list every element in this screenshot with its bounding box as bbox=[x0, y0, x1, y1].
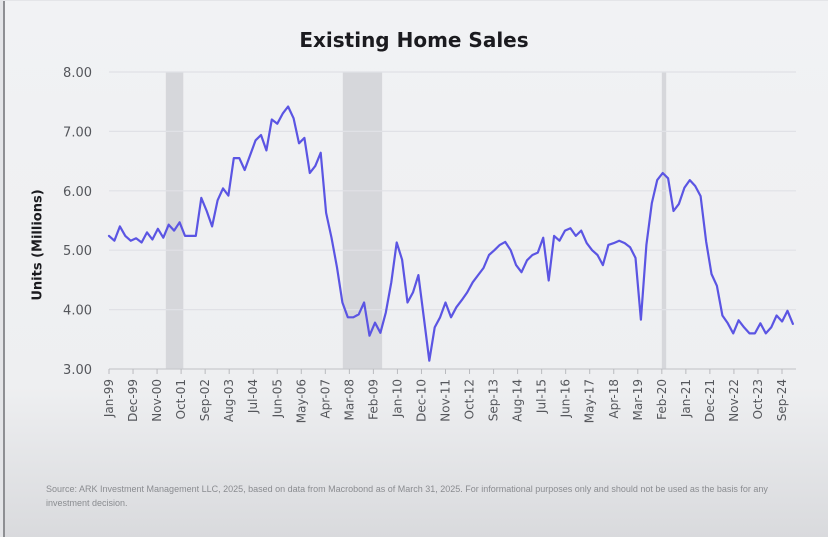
y-tick-label: 5.00 bbox=[63, 244, 92, 259]
x-tick-label: Mar-08 bbox=[342, 379, 356, 420]
x-tick-label: Jan-21 bbox=[679, 379, 693, 418]
recession-band-0 bbox=[165, 72, 184, 369]
x-tick-label: Oct-12 bbox=[463, 379, 477, 419]
x-tick-label: Aug-03 bbox=[222, 379, 236, 422]
y-tick-label: 3.00 bbox=[63, 363, 92, 378]
series-line-existing-home-sales bbox=[107, 105, 794, 362]
x-tick-label: Dec-21 bbox=[703, 379, 717, 422]
x-tick-label: Aug-14 bbox=[511, 379, 525, 422]
source-note: Source: ARK Investment Management LLC, 2… bbox=[46, 484, 768, 508]
x-tick-label: Feb-09 bbox=[366, 379, 380, 420]
x-axis: Jan-99 Dec-99 Nov-00 Oct-01 Sep-02 Aug-03 Jul-… bbox=[102, 369, 789, 423]
x-tick-label: Dec-99 bbox=[126, 379, 140, 422]
x-tick-label: Sep-02 bbox=[198, 379, 212, 421]
x-tick-label: Jun-16 bbox=[559, 379, 573, 418]
gridlines bbox=[109, 71, 796, 370]
x-tick-label: Jan-99 bbox=[102, 379, 116, 418]
x-tick-label: Nov-00 bbox=[150, 379, 164, 422]
y-tick-label: 7.00 bbox=[63, 125, 92, 140]
x-tick-label: Sep-13 bbox=[487, 379, 501, 421]
x-tick-label: Jun-05 bbox=[270, 379, 284, 418]
recession-band-1 bbox=[342, 72, 383, 369]
x-tick-label: Feb-20 bbox=[655, 379, 669, 420]
recession-band-2 bbox=[661, 72, 667, 369]
x-tick-label: Apr-07 bbox=[318, 379, 332, 419]
x-tick-label: May-17 bbox=[583, 379, 597, 423]
recession-bands bbox=[165, 72, 667, 369]
x-tick-label: Oct-23 bbox=[751, 379, 765, 419]
y-tick-label: 6.00 bbox=[63, 185, 92, 200]
y-axis-ticks: 3.00 4.00 5.00 6.00 7.00 8.00 bbox=[63, 66, 92, 378]
x-tick-label: May-06 bbox=[294, 379, 308, 423]
chart-title: Existing Home Sales bbox=[299, 28, 529, 52]
x-tick-label: Jan-10 bbox=[390, 379, 404, 418]
x-tick-label: Nov-11 bbox=[439, 379, 453, 422]
x-tick-label: Sep-24 bbox=[775, 379, 789, 421]
x-tick-label: Jul-04 bbox=[246, 379, 260, 414]
x-tick-label: Oct-01 bbox=[174, 379, 188, 419]
x-tick-label: Dec-10 bbox=[414, 379, 428, 422]
x-tick-label: Apr-18 bbox=[607, 379, 621, 419]
slide-frame bbox=[3, 1, 828, 537]
x-tick-label: Jul-15 bbox=[535, 379, 549, 414]
y-tick-label: 4.00 bbox=[63, 304, 92, 319]
x-tick-label: Mar-19 bbox=[631, 379, 645, 420]
x-tick-label: Nov-22 bbox=[727, 379, 741, 422]
y-tick-label: 8.00 bbox=[63, 66, 92, 81]
